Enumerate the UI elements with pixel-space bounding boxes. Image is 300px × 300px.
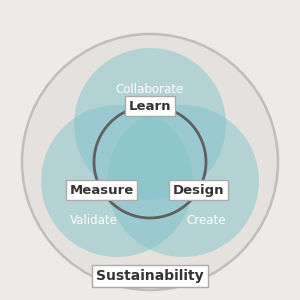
Circle shape	[22, 34, 278, 290]
Text: Learn: Learn	[129, 100, 171, 112]
Text: Sustainability: Sustainability	[96, 269, 204, 283]
Text: Create: Create	[186, 214, 226, 227]
Circle shape	[41, 105, 193, 257]
Text: Validate: Validate	[70, 214, 118, 227]
Circle shape	[74, 48, 226, 200]
Circle shape	[107, 105, 259, 257]
Text: Collaborate: Collaborate	[116, 83, 184, 96]
Text: Design: Design	[173, 184, 224, 196]
Text: Measure: Measure	[69, 184, 134, 196]
